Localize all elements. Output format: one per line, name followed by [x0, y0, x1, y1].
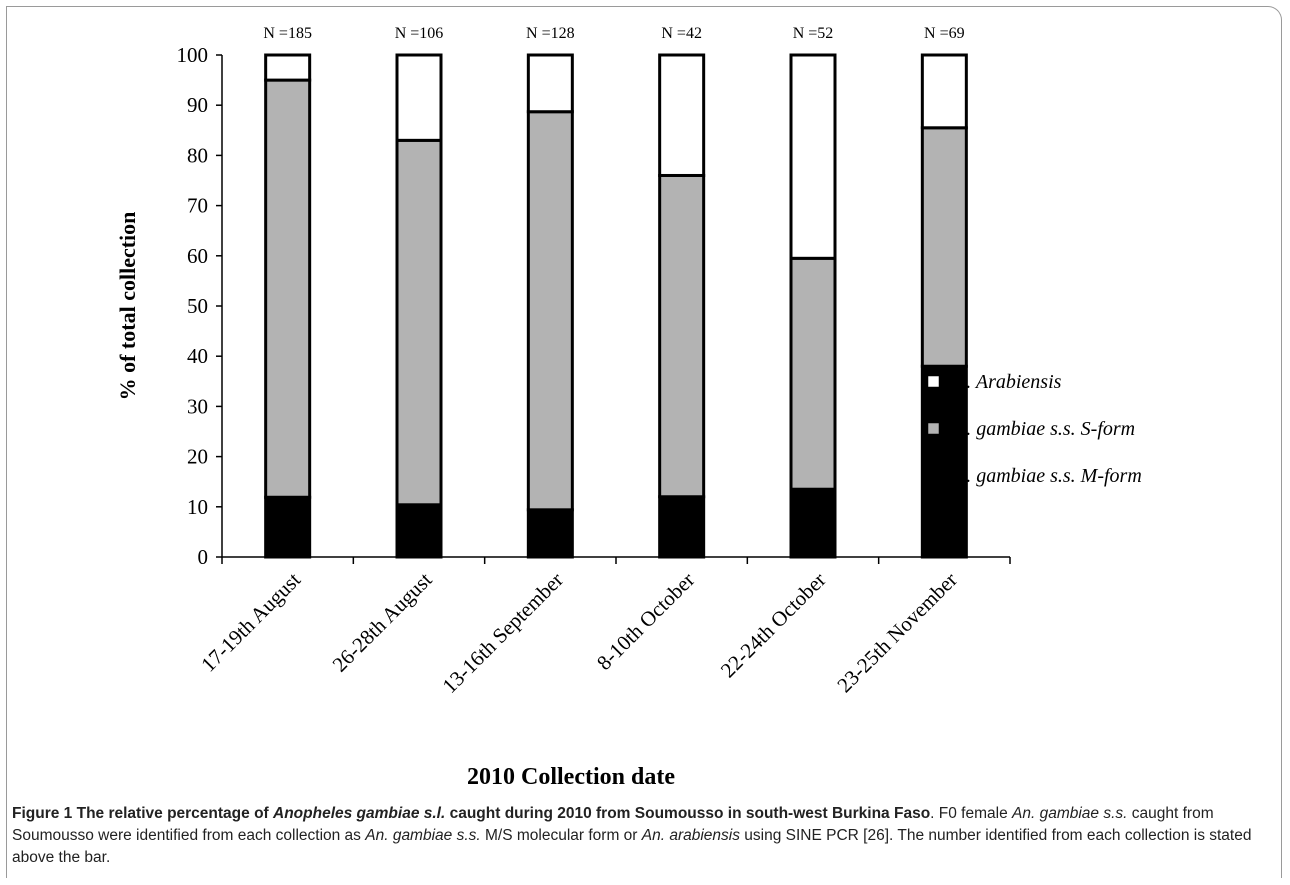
stacked-bar-chart: 0 10 20 30 40 50 60 70 80 90 100 N =185 17-19th Augu…	[115, 25, 1142, 790]
legend-swatch	[925, 420, 942, 437]
figure-frame	[6, 6, 1282, 878]
caption-text-species1: An. gambiae s.s.	[1012, 805, 1128, 822]
caption-text-part4: using SINE PCR [26]. The number identifi…	[12, 827, 1252, 866]
bar-n-label: N =52	[793, 25, 834, 42]
legend-swatch	[925, 373, 942, 390]
y-tick-label: 0	[198, 545, 209, 569]
y-axis-title: % of total collection	[115, 212, 140, 401]
bar-n-label: N =106	[395, 25, 444, 42]
y-tick-label: 80	[187, 143, 208, 167]
bar-n-label: N =128	[526, 25, 575, 42]
caption-title-part1: The relative percentage of	[76, 805, 274, 822]
bar-segment	[920, 53, 968, 130]
y-tick-label: 10	[187, 495, 208, 519]
bar-segment	[658, 173, 706, 499]
bar-segment	[395, 503, 443, 559]
bar-segment	[920, 364, 968, 559]
x-tick-label: 26-28th August	[328, 567, 437, 676]
caption-text-part3: M/S molecular form or	[480, 827, 642, 844]
x-axis-title: 2010 Collection date	[467, 764, 675, 790]
bar-segment	[395, 53, 443, 142]
figure-caption: Figure 1 The relative percentage of Anop…	[12, 803, 1278, 869]
bar-segment	[526, 508, 574, 559]
legend-label: An. gambiae s.s. S-form	[942, 418, 1135, 440]
y-tick-label: 90	[187, 93, 208, 117]
bar-segment	[658, 495, 706, 559]
bar-segment	[526, 53, 574, 114]
y-tick-label: 50	[187, 294, 208, 318]
caption-text-species3: An. arabiensis	[641, 827, 740, 844]
caption-text-part2: caught from Soumousso were identified fr…	[12, 805, 1214, 844]
x-tick-label: 8-10th October	[592, 568, 699, 675]
caption-title-part2: caught during 2010 from Soumousso in sou…	[445, 805, 931, 822]
caption-title-species: Anopheles gambiae s.l.	[273, 805, 446, 822]
y-tick-label: 40	[187, 344, 208, 368]
bar-segment	[789, 53, 837, 260]
bar-n-label: N =69	[924, 25, 965, 42]
caption-figure-label: Figure 1	[12, 805, 73, 822]
y-tick-label: 100	[177, 43, 209, 67]
bar-segment	[920, 126, 968, 368]
bar-segment	[264, 78, 312, 499]
bar-n-label: N =42	[661, 25, 702, 42]
y-tick-label: 20	[187, 445, 208, 469]
caption-text-species2: An. gambiae s.s.	[365, 827, 481, 844]
bar-segment	[526, 110, 574, 512]
x-tick-label: 23-25th November	[832, 568, 962, 698]
y-tick-label: 30	[187, 394, 208, 418]
y-tick-label: 70	[187, 194, 208, 218]
bar-segment	[789, 256, 837, 491]
x-tick-label: 17-19th August	[196, 567, 305, 676]
legend-label: An. gambiae s.s. M-form	[942, 465, 1142, 487]
bar-segment	[264, 53, 312, 82]
y-tick-label: 60	[187, 244, 208, 268]
legend-label: An. Arabiensis	[942, 371, 1062, 393]
bar-segment	[658, 53, 706, 177]
bar-n-label: N =185	[263, 25, 312, 42]
x-tick-label: 22-24th October	[716, 568, 831, 683]
legend-swatch	[925, 467, 942, 484]
caption-text-part1: . F0 female	[930, 805, 1013, 822]
x-tick-label: 13-16th September	[437, 568, 567, 698]
bar-segment	[789, 487, 837, 559]
bar-segment	[264, 495, 312, 559]
bar-segment	[395, 138, 443, 507]
